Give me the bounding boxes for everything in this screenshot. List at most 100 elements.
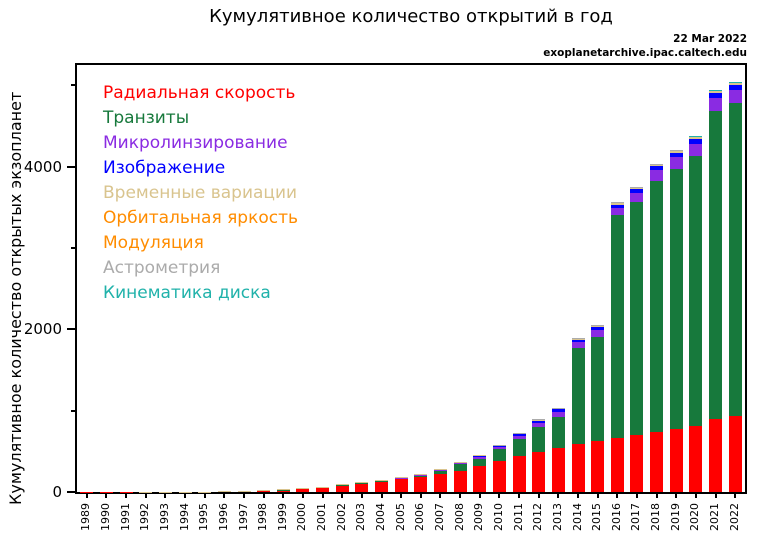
x-tick xyxy=(380,494,383,498)
legend-item: Радиальная скорость xyxy=(103,83,296,103)
bar-segment xyxy=(650,163,664,165)
x-tick-label: 2018 xyxy=(649,503,663,531)
bar-segment xyxy=(630,192,644,203)
bar-segment xyxy=(591,324,605,326)
x-tick xyxy=(655,494,658,498)
bar-segment xyxy=(571,342,585,349)
x-tick-label: 1991 xyxy=(118,503,132,531)
x-tick xyxy=(419,494,422,498)
legend-item: Транзиты xyxy=(103,108,190,128)
bar-segment xyxy=(669,150,683,151)
bar-segment xyxy=(610,207,624,216)
x-tick-label: 2000 xyxy=(295,503,309,531)
bar-segment xyxy=(610,215,624,438)
x-tick xyxy=(478,494,481,498)
x-tick xyxy=(164,494,167,498)
bar-segment xyxy=(650,164,664,167)
x-tick xyxy=(125,494,128,498)
x-tick xyxy=(360,494,363,498)
bar-segment xyxy=(394,478,408,480)
bar-segment xyxy=(709,418,723,492)
x-tick-label: 2001 xyxy=(315,503,329,531)
bar-segment xyxy=(650,432,664,492)
x-tick xyxy=(557,494,560,498)
x-tick xyxy=(341,494,344,498)
bar-segment xyxy=(551,411,565,417)
x-tick-label: 2017 xyxy=(629,503,643,531)
bar-segment xyxy=(433,474,447,492)
chart-title: Кумулятивное количество открытий в год xyxy=(209,6,613,27)
x-tick xyxy=(282,494,285,498)
x-tick xyxy=(577,494,579,498)
bar-segment xyxy=(591,336,605,441)
x-tick-label: 2021 xyxy=(708,503,722,531)
y-tick-label: 2000 xyxy=(23,320,62,339)
bar-segment xyxy=(492,447,506,450)
bar-segment xyxy=(414,475,428,478)
bar-segment xyxy=(610,202,624,203)
x-tick-label: 1995 xyxy=(197,503,211,531)
bar-segment xyxy=(630,189,644,193)
bar-segment xyxy=(532,451,546,492)
bar-segment xyxy=(257,490,271,492)
bar-segment xyxy=(630,187,644,190)
x-tick xyxy=(635,494,638,498)
bar-segment xyxy=(728,82,742,83)
bar-segment xyxy=(571,337,585,339)
bar-segment xyxy=(217,491,231,492)
x-tick xyxy=(675,494,678,498)
x-tick-label: 2002 xyxy=(334,503,348,531)
x-tick-label: 1994 xyxy=(177,503,191,531)
x-tick-label: 2009 xyxy=(472,503,486,531)
x-tick xyxy=(262,494,265,498)
y-tick-label: 0 xyxy=(52,483,62,501)
bar-segment xyxy=(355,482,369,492)
bar-segment xyxy=(237,491,251,492)
y-minor-tick xyxy=(71,84,75,87)
x-tick-label: 2010 xyxy=(491,503,505,531)
x-tick-label: 1999 xyxy=(275,503,289,531)
x-tick xyxy=(85,494,88,498)
bar-segment xyxy=(453,464,467,471)
x-tick xyxy=(203,494,206,498)
bar-segment xyxy=(551,448,565,492)
bar-segment xyxy=(610,437,624,492)
bar-segment xyxy=(375,481,389,492)
y-tick-label: 4000 xyxy=(23,157,62,176)
x-tick-label: 2011 xyxy=(511,503,525,531)
x-tick-label: 2004 xyxy=(374,503,388,531)
x-tick xyxy=(734,494,737,498)
x-tick-label: 1989 xyxy=(79,503,93,531)
bar-segment xyxy=(728,83,742,86)
bar-segment xyxy=(709,90,723,94)
x-tick-label: 2016 xyxy=(609,503,623,531)
bar-segment xyxy=(512,434,526,436)
x-tick-label: 1997 xyxy=(236,503,250,531)
x-tick-label: 2015 xyxy=(590,503,604,531)
bar-segment xyxy=(551,416,565,449)
bar-segment xyxy=(453,463,467,465)
bar-segment xyxy=(591,329,605,337)
bar-segment xyxy=(414,477,428,492)
bar-segment xyxy=(650,166,664,170)
bar-segment xyxy=(591,440,605,492)
bar-segment xyxy=(512,438,526,457)
x-tick-label: 1998 xyxy=(256,503,270,531)
bar-segment xyxy=(571,348,585,445)
x-tick-label: 2006 xyxy=(413,503,427,531)
x-tick xyxy=(518,494,521,498)
x-tick xyxy=(105,494,108,498)
bar-segment xyxy=(532,419,546,421)
bar-segment xyxy=(571,339,585,343)
bar-segment xyxy=(512,456,526,492)
bar-segment xyxy=(591,325,605,327)
x-tick xyxy=(400,494,403,498)
bar-segment xyxy=(335,484,349,492)
bar-segment xyxy=(591,326,605,330)
legend-item: Орбитальная яркость xyxy=(103,208,299,228)
bar-segment xyxy=(709,110,723,419)
x-tick-label: 2005 xyxy=(393,503,407,531)
x-tick xyxy=(616,494,619,498)
x-tick xyxy=(714,494,717,498)
